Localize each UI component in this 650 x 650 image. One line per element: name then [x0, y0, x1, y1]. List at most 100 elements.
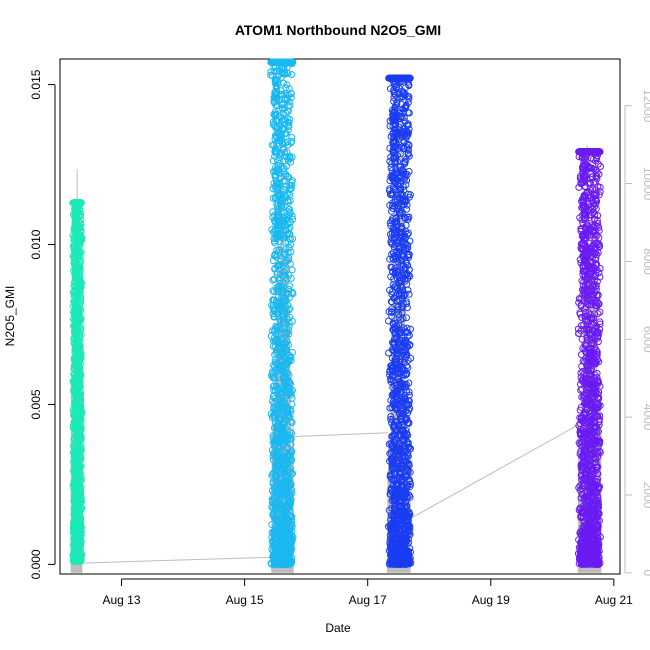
data-point — [71, 282, 79, 290]
data-point — [75, 199, 83, 207]
data-point — [288, 177, 296, 185]
data-point — [287, 357, 295, 364]
data-point — [271, 351, 279, 359]
data-point — [287, 391, 295, 399]
data-point — [276, 325, 284, 333]
data-point — [281, 429, 288, 437]
data-point — [284, 123, 292, 130]
data-point — [288, 317, 296, 325]
data-point — [283, 369, 291, 377]
data-point — [285, 244, 293, 252]
data-point — [77, 396, 85, 404]
data-point — [75, 384, 82, 392]
data-point — [285, 547, 293, 555]
data-point — [76, 509, 83, 517]
data-point — [281, 274, 289, 282]
data-point — [275, 487, 283, 495]
data-point — [274, 218, 282, 226]
data-point — [72, 287, 79, 295]
data-point — [276, 62, 284, 70]
y-axis-label: N2O5_GMI — [3, 286, 17, 347]
data-point — [273, 214, 281, 222]
data-point — [78, 409, 86, 417]
points-layer — [69, 58, 604, 568]
data-point — [276, 238, 283, 245]
data-point — [75, 480, 83, 488]
data-point — [272, 98, 280, 106]
data-point — [271, 108, 279, 116]
data-point — [71, 245, 79, 253]
data-point — [285, 330, 293, 338]
data-point — [288, 520, 296, 528]
data-point — [77, 531, 85, 539]
data-point — [283, 330, 290, 338]
data-point — [273, 179, 281, 187]
data-point — [77, 391, 84, 399]
data-point — [75, 555, 83, 563]
data-point — [281, 460, 289, 468]
data-point — [288, 419, 296, 426]
data-point — [273, 481, 281, 489]
data-point — [278, 358, 286, 366]
data-point — [72, 252, 79, 260]
data-point — [284, 225, 292, 233]
data-point — [388, 312, 396, 320]
data-point — [273, 553, 281, 561]
data-point — [72, 312, 80, 320]
data-point — [275, 140, 283, 148]
data-point — [72, 273, 80, 281]
data-point — [285, 282, 293, 290]
data-point — [284, 197, 292, 205]
data-point — [281, 259, 289, 267]
data-point — [289, 235, 297, 243]
altitude-transit-line — [80, 556, 273, 564]
data-point — [282, 225, 290, 233]
data-point — [272, 542, 279, 549]
data-point — [272, 164, 280, 172]
data-point — [272, 83, 280, 91]
data-point — [281, 385, 289, 393]
data-point — [287, 380, 294, 388]
data-point — [284, 466, 292, 474]
data-point — [273, 364, 281, 372]
data-point — [72, 229, 80, 237]
data-point — [71, 398, 78, 406]
data-point — [270, 424, 278, 432]
data-point — [281, 370, 289, 378]
data-point — [284, 229, 292, 237]
data-point — [71, 494, 79, 502]
data-point — [283, 214, 291, 221]
data-point — [282, 297, 290, 305]
x-axis-label: Date — [325, 621, 351, 635]
data-point — [283, 257, 291, 265]
data-point — [281, 329, 289, 337]
data-point — [273, 337, 281, 344]
data-point — [274, 78, 282, 86]
data-point — [72, 244, 80, 252]
data-point — [278, 222, 286, 229]
data-point — [77, 423, 85, 431]
data-point — [281, 517, 289, 524]
data-point — [281, 129, 289, 137]
data-point — [77, 538, 85, 546]
data-point — [72, 405, 80, 412]
data-point — [289, 58, 297, 66]
data-point — [285, 456, 293, 464]
data-point — [289, 290, 297, 298]
data-point — [286, 116, 294, 123]
data-point — [75, 456, 83, 464]
data-point — [282, 109, 290, 117]
data-point — [280, 553, 288, 561]
data-point — [283, 69, 291, 77]
data-point — [71, 453, 79, 460]
data-point — [71, 294, 79, 302]
data-point — [271, 168, 279, 175]
data-point — [74, 451, 82, 459]
data-point — [275, 419, 282, 427]
data-point — [279, 272, 287, 280]
data-point — [279, 420, 287, 428]
data-point — [75, 514, 83, 522]
data-point — [269, 547, 277, 555]
data-point — [271, 326, 279, 334]
data-point — [275, 246, 283, 253]
